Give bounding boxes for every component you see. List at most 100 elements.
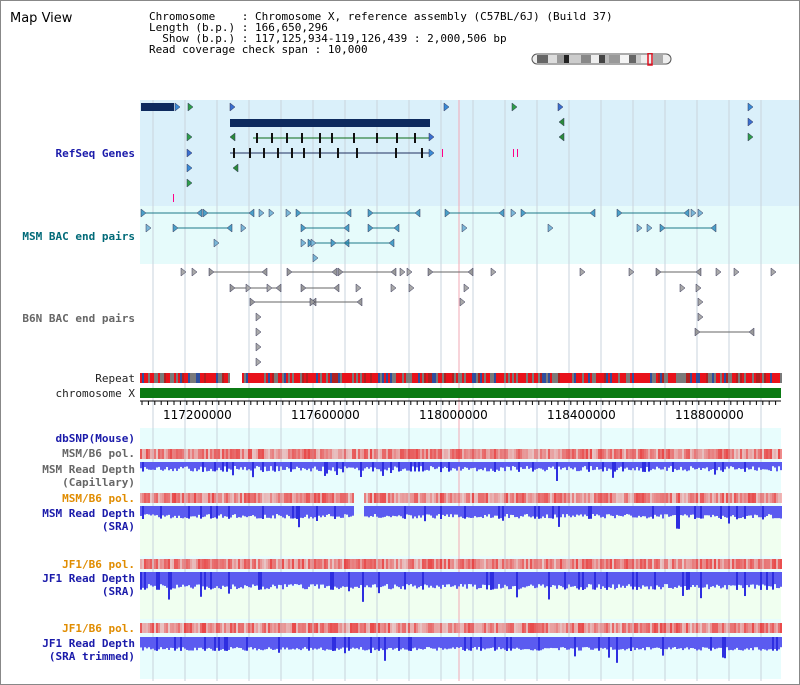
repeat-segment (220, 373, 222, 383)
pol-cell (270, 559, 272, 569)
repeat-segment (720, 373, 722, 383)
repeat-segment (318, 373, 320, 383)
depth-bar (454, 506, 456, 515)
track-label-jf1-depth-trimmed[interactable]: JF1 Read Depth (42, 637, 135, 650)
track-label-jf1-depth[interactable]: JF1 Read Depth (42, 572, 135, 585)
repeat-segment (218, 373, 220, 383)
pol-cell (354, 559, 356, 569)
pol-cell (232, 493, 234, 503)
depth-bar (242, 506, 244, 516)
pol-cell (236, 493, 238, 503)
pol-cell (432, 623, 434, 633)
depth-bar (500, 637, 502, 650)
pol-cell (308, 623, 310, 633)
pol-cell (660, 559, 662, 569)
depth-bar (678, 572, 680, 586)
depth-bar (284, 572, 286, 585)
pol-cell (656, 623, 658, 633)
depth-bar (732, 637, 734, 651)
depth-bar (592, 637, 594, 650)
repeat-segment (588, 373, 590, 383)
pol-cell (384, 493, 386, 503)
pol-cell (342, 623, 344, 633)
depth-bar (466, 637, 468, 649)
depth-bar (174, 506, 176, 516)
depth-bar (290, 637, 292, 650)
depth-bar (768, 572, 770, 587)
pol-cell (214, 559, 216, 569)
pol-cell (416, 493, 418, 503)
depth-bar (560, 506, 562, 518)
repeat-segment (280, 373, 282, 383)
pol-cell (170, 449, 172, 459)
depth-bar (412, 637, 414, 649)
depth-bar (636, 572, 638, 590)
track-label-msm-depth-capillary[interactable]: MSM Read Depth (42, 463, 135, 476)
depth-bar (338, 637, 340, 650)
repeat-segment (142, 373, 144, 383)
track-label-jf1-pol-1[interactable]: JF1/B6 pol. (62, 558, 135, 571)
depth-bar (520, 506, 522, 517)
depth-bar (386, 506, 388, 516)
track-label-refseq[interactable]: RefSeq Genes (55, 147, 135, 160)
pol-cell (630, 493, 632, 503)
chromosome-bar (140, 388, 781, 398)
pol-cell (282, 623, 284, 633)
pol-cell (636, 623, 638, 633)
track-label-msm-pol-2[interactable]: MSM/B6 pol. (62, 492, 135, 505)
pol-cell (174, 623, 176, 633)
repeat-segment (224, 373, 226, 383)
track-label-jf1-pol-2[interactable]: JF1/B6 pol. (62, 622, 135, 635)
pol-cell (204, 623, 206, 633)
depth-bar (760, 506, 762, 518)
depth-bar (608, 506, 610, 515)
pol-cell (728, 449, 730, 459)
depth-bar (686, 572, 688, 590)
depth-bar (352, 506, 354, 516)
pol-cell (624, 623, 626, 633)
depth-bar (464, 572, 466, 585)
pol-cell (244, 449, 246, 459)
track-label-msm-bac[interactable]: MSM BAC end pairs (22, 230, 135, 243)
depth-bar (572, 462, 574, 470)
pol-cell (762, 559, 764, 569)
depth-bar (206, 462, 208, 472)
track-label-b6n-bac[interactable]: B6N BAC end pairs (22, 312, 135, 325)
pol-cell (478, 493, 480, 503)
depth-bar (320, 462, 322, 472)
pol-cell (554, 559, 556, 569)
depth-bar (562, 462, 564, 468)
chromosome-ideogram[interactable] (531, 53, 701, 67)
pol-cell (514, 449, 516, 459)
repeat-segment (694, 373, 696, 383)
pol-cell (266, 623, 268, 633)
depth-bar (212, 572, 214, 589)
track-label-msm-pol-1[interactable]: MSM/B6 pol. (62, 447, 135, 460)
pol-cell (458, 559, 460, 569)
depth-bar (168, 506, 170, 515)
pol-cell (336, 449, 338, 459)
depth-bar (478, 462, 480, 470)
repeat-segment (454, 373, 456, 383)
pol-cell (538, 449, 540, 459)
pol-cell (664, 559, 666, 569)
pol-cell (242, 449, 244, 459)
pol-cell (690, 493, 692, 503)
track-label-msm-depth-sra[interactable]: MSM Read Depth (42, 507, 135, 520)
depth-bar (628, 637, 630, 649)
pol-cell (500, 493, 502, 503)
depth-bar (278, 506, 280, 516)
depth-bar (478, 506, 480, 518)
pol-cell (454, 449, 456, 459)
depth-bar (248, 572, 250, 588)
depth-bar (518, 506, 520, 519)
pol-cell (462, 493, 464, 503)
pol-cell (476, 493, 478, 503)
track-label-dbsnp[interactable]: dbSNP(Mouse) (55, 432, 135, 445)
pol-cell (580, 449, 582, 459)
depth-bar (226, 506, 228, 517)
depth-bar (292, 572, 294, 586)
depth-bar (756, 572, 758, 585)
pol-cell (370, 449, 372, 459)
